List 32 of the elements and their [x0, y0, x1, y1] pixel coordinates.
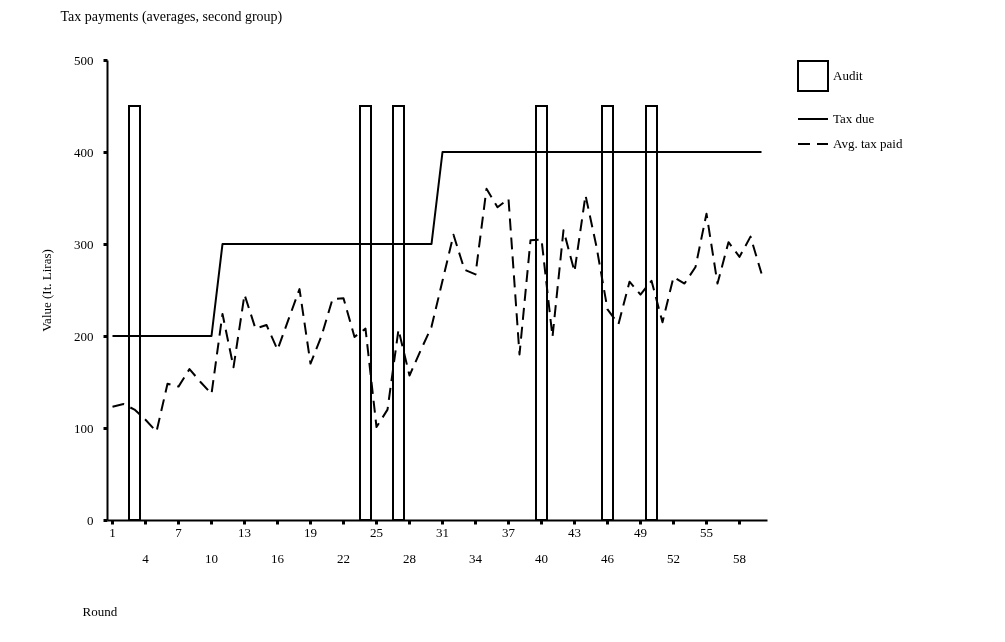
x-tick-label: 52	[667, 550, 680, 566]
y-tick-label: 0	[87, 512, 94, 528]
x-tick-label: 58	[733, 550, 746, 566]
x-tick-label: 28	[403, 550, 416, 566]
legend-label: Audit	[833, 68, 863, 83]
x-tick-label: 13	[238, 524, 251, 540]
x-tick-label: 31	[436, 524, 449, 540]
x-tick-label: 4	[142, 550, 150, 566]
y-tick-label: 400	[74, 144, 94, 160]
x-tick-label: 25	[370, 524, 383, 540]
y-axis-title: Value (It. Liras)	[39, 249, 54, 332]
y-tick-label: 200	[74, 328, 94, 344]
legend-label: Tax due	[833, 111, 875, 126]
x-tick-label: 19	[304, 524, 317, 540]
x-tick-label: 40	[535, 550, 548, 566]
x-tick-label: 46	[601, 550, 615, 566]
x-axis-title: Round	[82, 603, 118, 619]
x-tick-label: 55	[700, 524, 713, 540]
y-tick-label: 500	[74, 52, 94, 68]
x-tick-label: 7	[175, 524, 183, 540]
chart-title: Tax payments (averages, second group)	[60, 9, 283, 25]
legend-label: Avg. tax paid	[833, 136, 903, 151]
y-tick-label: 100	[74, 420, 94, 436]
x-tick-label: 43	[568, 524, 581, 540]
x-tick-label: 22	[337, 550, 350, 566]
x-tick-label: 37	[502, 524, 516, 540]
x-tick-label: 34	[469, 550, 483, 566]
y-tick-label: 300	[74, 236, 94, 252]
x-tick-label: 16	[271, 550, 285, 566]
x-tick-label: 10	[205, 550, 218, 566]
x-tick-label: 1	[109, 524, 116, 540]
x-tick-label: 49	[634, 524, 647, 540]
